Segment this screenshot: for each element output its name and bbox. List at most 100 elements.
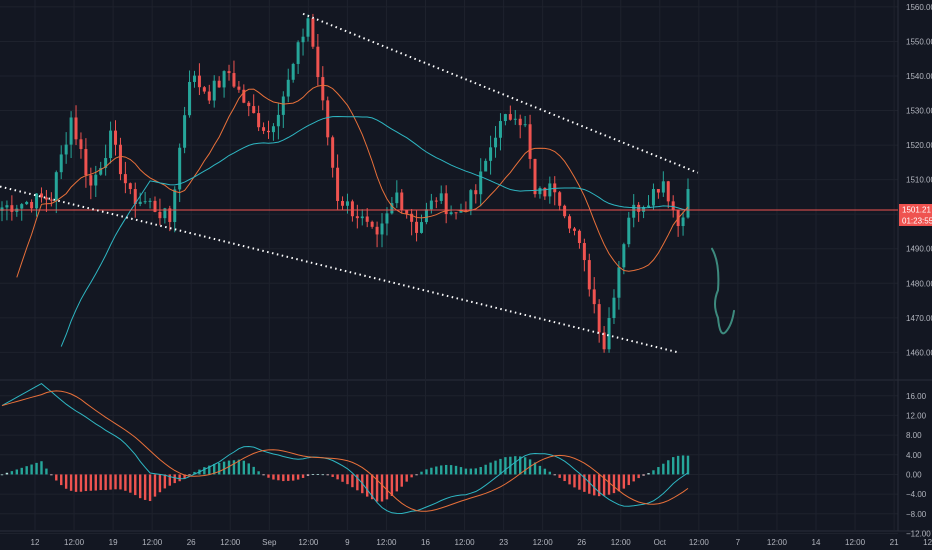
candle-body [138, 201, 142, 205]
candle-body [183, 115, 187, 148]
price-tick-label: 1540.00 [906, 72, 932, 81]
candle-body [94, 174, 98, 186]
candle-body [686, 189, 690, 218]
histogram-bar [252, 466, 255, 475]
candle-body [508, 114, 512, 120]
histogram-bar [35, 462, 38, 475]
candle-body [69, 117, 73, 145]
candle-body [64, 144, 68, 155]
histogram-bar [474, 468, 477, 475]
histogram-bar [662, 463, 665, 475]
histogram-bar [449, 465, 453, 475]
candle-body [671, 201, 675, 210]
histogram-bar [50, 474, 53, 476]
current-price-tag [899, 204, 932, 216]
histogram-bar [173, 474, 176, 484]
candle-body [123, 174, 127, 184]
candle-body [311, 18, 315, 47]
histogram-bar [593, 474, 596, 496]
histogram-bar [326, 474, 329, 476]
candle-body [281, 96, 285, 115]
histogram-bar [390, 474, 394, 497]
candle-body [464, 210, 468, 212]
histogram-bar [99, 474, 102, 491]
candle-body [89, 175, 93, 186]
histogram-bar [5, 472, 9, 475]
histogram-bar [208, 465, 211, 475]
histogram-bar [583, 474, 586, 492]
candle-body [178, 147, 182, 190]
histogram-bar [94, 474, 97, 491]
candle-body [84, 149, 88, 176]
price-tick-label: 1490.00 [906, 245, 932, 254]
candle-body [44, 197, 48, 200]
histogram-bar [277, 474, 280, 481]
candle-body [469, 190, 473, 211]
candle-body [212, 80, 216, 101]
candle-body [587, 260, 591, 290]
histogram-bar [237, 459, 241, 475]
price-pane[interactable] [0, 12, 898, 354]
ma-orange-line [16, 84, 689, 278]
candle-body [39, 193, 43, 198]
histogram-bar [213, 463, 216, 475]
candle-body [489, 147, 493, 161]
candle-body [543, 187, 547, 197]
candle-body [375, 226, 379, 235]
candle-body [109, 130, 113, 159]
time-axis[interactable]: 12 12:00 19 12:00 26 12:00 Sep 12:00 9 12:00 16 12:… [31, 538, 932, 547]
histogram-bar [40, 461, 43, 475]
histogram-bar [578, 474, 581, 490]
grid [0, 0, 932, 534]
price-tick-label: 1560.00 [906, 3, 932, 12]
candle-body [158, 211, 162, 219]
price-axis[interactable]: 1560.00 1550.00 1540.00 1530.00 1520.00 1510.… [906, 3, 932, 539]
candle-body [449, 212, 453, 215]
candle-body [651, 189, 655, 206]
candle-body [25, 201, 29, 205]
time-tick-label: 16 [421, 538, 430, 547]
candle-body [666, 181, 670, 202]
histogram-bar [385, 474, 389, 500]
osc-tick-label: 16.00 [906, 392, 927, 401]
histogram-bar [647, 473, 650, 475]
candle-body [252, 106, 256, 114]
candle-body [642, 207, 646, 212]
histogram-bar [291, 474, 295, 481]
candle-body [163, 208, 167, 219]
osc-tick-label: −8.00 [906, 510, 927, 519]
histogram-bar [637, 474, 640, 479]
time-tick-label: 12:00 [298, 538, 319, 547]
price-tick-label: 1460.00 [906, 348, 932, 357]
histogram-bar [351, 474, 354, 488]
histogram-bar [143, 474, 147, 500]
candle-body [498, 121, 502, 138]
candle-body [173, 189, 177, 223]
time-tick-label: 19 [109, 538, 118, 547]
histogram-bar [686, 455, 690, 475]
histogram-bar [612, 474, 616, 494]
time-tick-label: 12:00 [455, 538, 476, 547]
candle-body [262, 127, 266, 131]
price-tick-label: 1520.00 [906, 141, 932, 150]
candle-body [434, 200, 438, 202]
time-tick-label: 12:00 [767, 538, 788, 547]
histogram-bar [484, 464, 487, 475]
candle-body [217, 80, 221, 88]
oscillator-pane[interactable] [0, 382, 690, 515]
candle-body [301, 36, 305, 43]
histogram-bar [227, 460, 231, 475]
histogram-bar [232, 460, 236, 475]
candle-body [415, 221, 419, 233]
candle-body [523, 124, 527, 126]
candle-body [405, 210, 409, 214]
histogram-bar [188, 474, 191, 476]
histogram-bar [311, 474, 315, 476]
candle-body [237, 86, 241, 90]
histogram-bar [341, 474, 344, 482]
histogram-bar [257, 471, 260, 475]
histogram-bar [573, 474, 576, 488]
time-tick-label: 26 [187, 538, 196, 547]
